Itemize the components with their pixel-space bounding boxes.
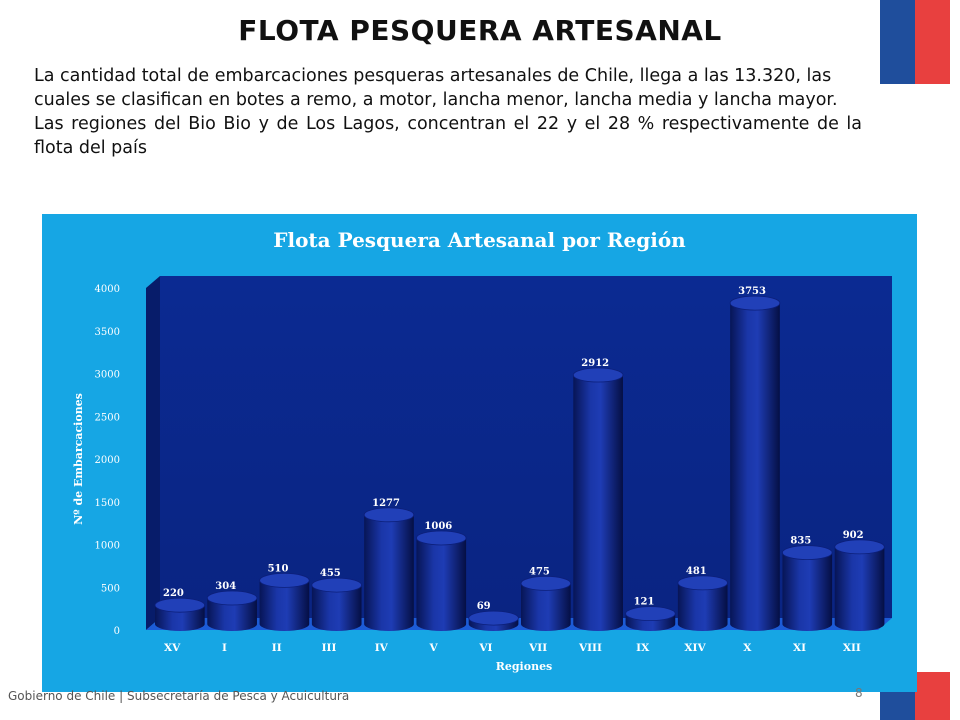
bar bbox=[520, 575, 572, 631]
bar-top bbox=[677, 575, 728, 591]
x-tick-label: VI bbox=[478, 642, 492, 654]
chart-panel: Flota Pesquera Artesanal por Región 0 500… bbox=[42, 214, 917, 692]
bar bbox=[834, 539, 885, 631]
footer-text: Gobierno de Chile | Subsecretaría de Pes… bbox=[8, 689, 350, 703]
data-label: 1006 bbox=[424, 521, 452, 532]
bar-body bbox=[311, 585, 362, 631]
bar-body bbox=[416, 537, 467, 631]
data-label: 510 bbox=[268, 563, 289, 574]
x-tick-label: VII bbox=[528, 642, 547, 654]
x-tick-label: VIII bbox=[578, 642, 602, 654]
chart-title: Flota Pesquera Artesanal por Región bbox=[273, 228, 686, 252]
bar bbox=[572, 367, 624, 631]
data-label: 121 bbox=[634, 597, 655, 608]
bar bbox=[729, 295, 781, 631]
bar-top bbox=[154, 597, 206, 613]
x-tick-label: IX bbox=[636, 642, 650, 654]
bar bbox=[363, 507, 415, 631]
bar-body bbox=[677, 582, 728, 631]
x-tick-label: I bbox=[222, 642, 227, 654]
bar-top bbox=[468, 610, 519, 626]
bar bbox=[468, 610, 519, 631]
bar-body bbox=[207, 598, 257, 631]
bar-top bbox=[625, 606, 676, 622]
bar-body bbox=[573, 375, 623, 631]
y-tick-label: 2000 bbox=[95, 455, 120, 466]
data-label: 902 bbox=[843, 530, 864, 541]
bar-body bbox=[364, 514, 414, 631]
bar bbox=[416, 530, 467, 631]
bar-top bbox=[520, 575, 572, 591]
x-tick-label: XI bbox=[793, 642, 806, 654]
data-label: 835 bbox=[790, 536, 811, 547]
intro-text: La cantidad total de embarcaciones pesqu… bbox=[34, 64, 862, 160]
y-tick-label: 1000 bbox=[95, 541, 120, 552]
data-label: 304 bbox=[215, 581, 236, 592]
x-tick-label: XII bbox=[843, 642, 861, 654]
y-tick-label: 3500 bbox=[95, 327, 120, 338]
intro-paragraph-1: La cantidad total de embarcaciones pesqu… bbox=[34, 66, 838, 110]
x-axis-label: Regiones bbox=[496, 660, 553, 673]
bar-top bbox=[729, 295, 781, 311]
plot-back-wall bbox=[160, 276, 892, 618]
bar bbox=[206, 590, 258, 631]
data-label: 475 bbox=[529, 566, 550, 577]
y-axis-label: Nº de Embarcaciones bbox=[72, 393, 85, 525]
x-tick-label: IV bbox=[375, 642, 389, 654]
bar-top bbox=[259, 572, 310, 588]
data-label: 69 bbox=[477, 601, 491, 612]
data-label: 2912 bbox=[581, 358, 609, 369]
page-number: 8 bbox=[855, 686, 863, 700]
y-tick-label: 1500 bbox=[95, 498, 120, 509]
data-label: 220 bbox=[163, 588, 184, 599]
bar-top bbox=[206, 590, 258, 606]
x-tick-label: XIV bbox=[684, 642, 706, 654]
bar-top bbox=[416, 530, 467, 546]
x-tick-label: XV bbox=[164, 642, 181, 654]
y-tick-label: 500 bbox=[101, 583, 120, 594]
data-label: 3753 bbox=[738, 286, 766, 297]
intro-paragraph-2: Las regiones del Bio Bio y de Los Lagos,… bbox=[34, 114, 862, 158]
chile-flag-stripe-top bbox=[880, 0, 950, 84]
bar bbox=[311, 577, 362, 631]
y-tick-label: 3000 bbox=[95, 370, 120, 381]
bar-body bbox=[782, 552, 833, 631]
bar-top bbox=[363, 507, 415, 523]
y-tick-label: 4000 bbox=[95, 284, 120, 295]
y-tick-label: 2500 bbox=[95, 412, 120, 423]
bar-top bbox=[834, 539, 885, 555]
bar-top bbox=[572, 367, 624, 383]
data-label: 1277 bbox=[372, 498, 400, 509]
bar-chart: 0 500 1000 1500 2000 2500 3000 3500 4000 Nº de Em… bbox=[72, 276, 892, 673]
x-tick-label: V bbox=[428, 642, 438, 654]
data-label: 481 bbox=[686, 566, 707, 577]
slide-title: FLOTA PESQUERA ARTESANAL bbox=[238, 14, 722, 47]
bar-body bbox=[259, 580, 310, 631]
bar-top bbox=[782, 545, 833, 561]
bar-top bbox=[311, 577, 362, 593]
x-tick-label: III bbox=[322, 642, 337, 654]
plot-floor bbox=[146, 618, 892, 630]
data-label: 455 bbox=[320, 568, 341, 579]
bar bbox=[259, 572, 310, 631]
plot-side-wall bbox=[146, 276, 160, 630]
bar bbox=[625, 606, 676, 631]
bar-body bbox=[730, 303, 780, 631]
bar-body bbox=[521, 583, 571, 631]
y-tick-label: 0 bbox=[114, 626, 120, 637]
x-tick-label: X bbox=[743, 642, 752, 654]
bar bbox=[782, 545, 833, 631]
bar bbox=[154, 597, 206, 631]
x-tick-label: II bbox=[272, 642, 282, 654]
bar bbox=[677, 575, 728, 631]
bar-body bbox=[834, 546, 885, 631]
